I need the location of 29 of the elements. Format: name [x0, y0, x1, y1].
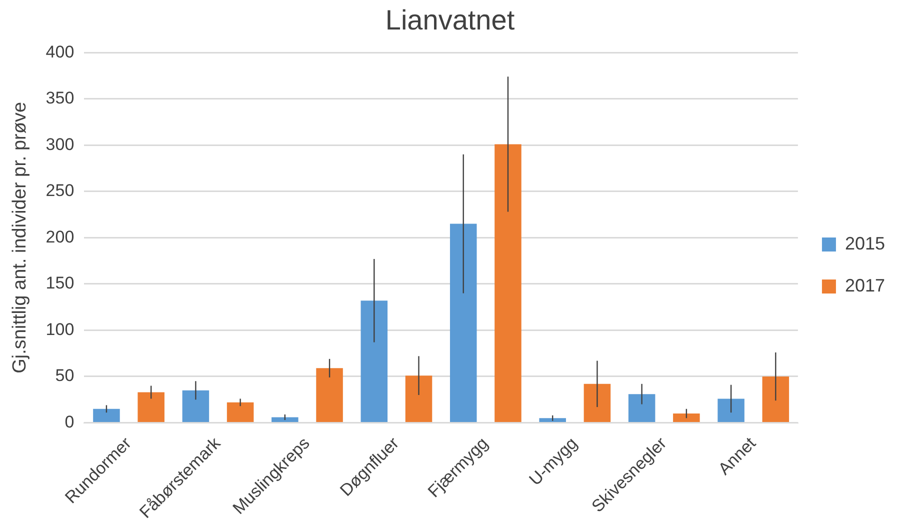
y-tick-label: 400	[46, 42, 74, 62]
bar	[718, 398, 744, 422]
bar	[182, 390, 210, 422]
bar	[450, 224, 477, 422]
y-tick-label: 200	[46, 227, 74, 246]
bar	[584, 384, 611, 422]
y-tick-label: 100	[46, 320, 74, 339]
bar	[762, 376, 790, 422]
bar	[539, 418, 566, 422]
bar	[272, 417, 298, 422]
y-tick-label: 300	[46, 134, 74, 154]
legend-label: 2017	[844, 275, 886, 296]
bar	[628, 394, 656, 422]
bar	[226, 402, 254, 422]
y-tick-label: 150	[46, 274, 74, 293]
bar	[673, 414, 700, 422]
legend-label: 2015	[844, 233, 886, 254]
bar	[360, 300, 388, 422]
y-tick-label: 50	[55, 366, 74, 386]
y-tick-label: 250	[46, 181, 74, 200]
bar	[316, 368, 343, 422]
bar	[405, 376, 432, 422]
bar	[494, 144, 522, 422]
y-axis-title: Gj.snittlig ant. individer pr. prøve	[10, 102, 31, 374]
y-tick-label: 350	[46, 88, 74, 108]
chart-title: Lianvatnet	[385, 4, 515, 36]
bar	[93, 408, 120, 422]
bar	[138, 392, 164, 422]
y-tick-label: 0	[64, 412, 74, 432]
